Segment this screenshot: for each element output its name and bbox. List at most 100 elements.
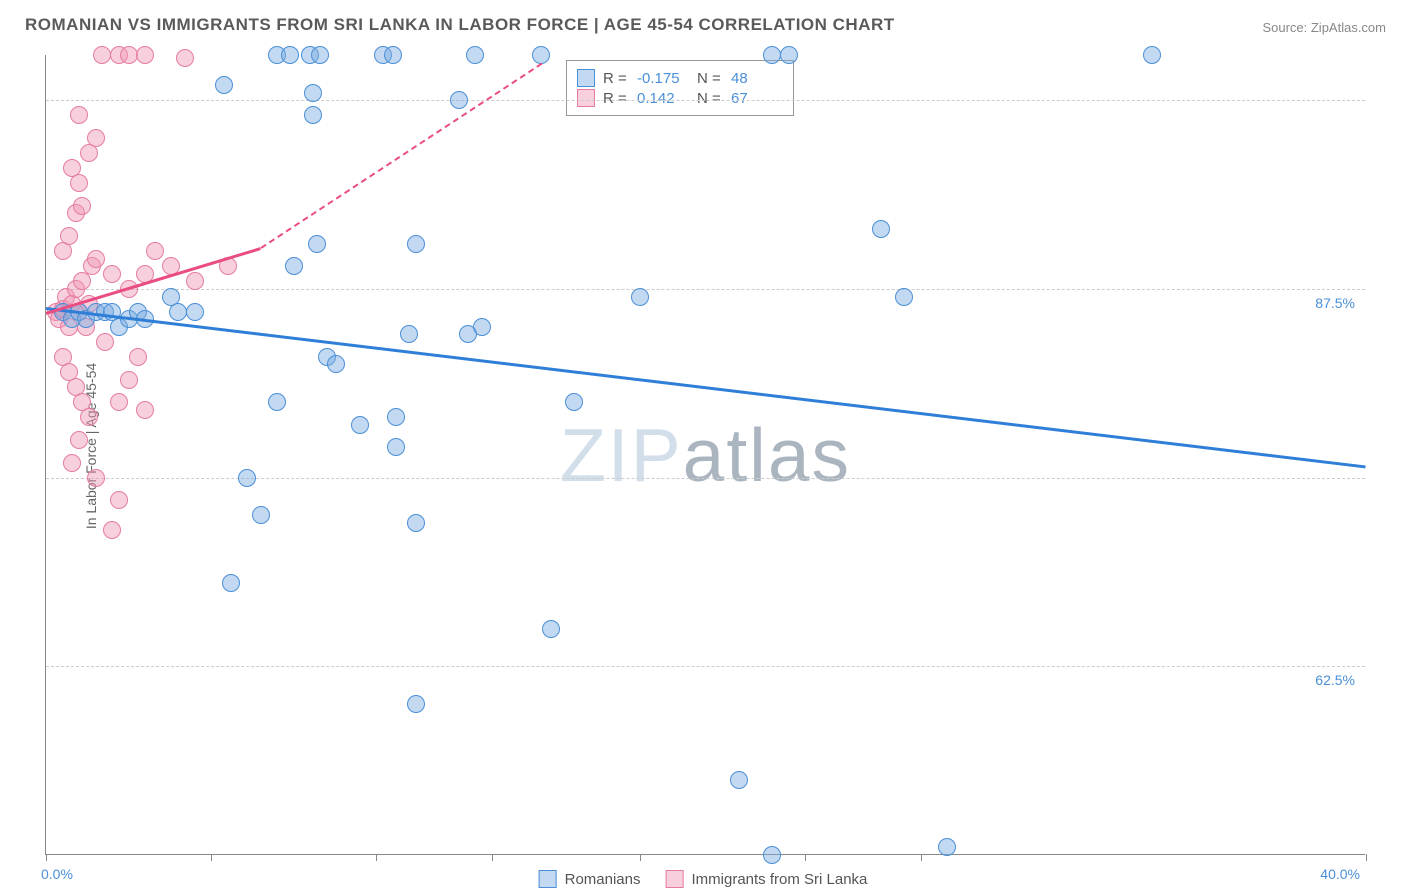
scatter-point-blue [938,838,956,856]
scatter-point-blue [407,235,425,253]
x-tick [1366,854,1367,861]
x-tick [46,854,47,861]
swatch-pink [577,89,595,107]
legend-label: Romanians [565,871,641,888]
scatter-point-blue [1143,46,1161,64]
x-tick [492,854,493,861]
scatter-point-blue [466,46,484,64]
scatter-point-blue [450,91,468,109]
x-tick [376,854,377,861]
scatter-point-blue [186,303,204,321]
legend-swatch-blue [539,870,557,888]
n-label: N = [697,70,723,87]
scatter-point-pink [176,49,194,67]
scatter-point-blue [763,846,781,864]
scatter-point-pink [120,371,138,389]
scatter-point-blue [763,46,781,64]
scatter-point-pink [60,227,78,245]
x-tick [921,854,922,861]
scatter-point-pink [87,250,105,268]
legend-label: Immigrants from Sri Lanka [691,871,867,888]
gridline-horizontal [46,289,1365,290]
scatter-point-blue [730,771,748,789]
scatter-point-pink [129,348,147,366]
scatter-point-pink [136,401,154,419]
scatter-point-blue [351,416,369,434]
stats-row-blue: R = -0.175 N = 48 [577,69,783,87]
scatter-point-blue [407,514,425,532]
scatter-point-blue [565,393,583,411]
scatter-point-pink [93,46,111,64]
scatter-point-blue [285,257,303,275]
scatter-point-pink [146,242,164,260]
swatch-blue [577,69,595,87]
scatter-point-blue [222,574,240,592]
watermark-dark: atlas [683,413,851,497]
r-value-blue: -0.175 [637,70,689,87]
r-label: R = [603,90,629,107]
scatter-point-pink [120,46,138,64]
scatter-point-blue [387,438,405,456]
scatter-point-blue [542,620,560,638]
scatter-point-pink [87,129,105,147]
x-tick [640,854,641,861]
legend-swatch-pink [665,870,683,888]
correlation-stats-box: R = -0.175 N = 48 R = 0.142 N = 67 [566,60,794,116]
source-attribution: Source: ZipAtlas.com [1262,20,1386,35]
scatter-point-pink [70,106,88,124]
trend-line [46,307,1366,468]
scatter-point-pink [80,408,98,426]
scatter-point-pink [103,521,121,539]
scatter-point-blue [304,106,322,124]
scatter-point-pink [73,272,91,290]
n-value-blue: 48 [731,70,783,87]
source-prefix: Source: [1262,20,1310,35]
gridline-horizontal [46,666,1365,667]
scatter-point-blue [238,469,256,487]
scatter-point-blue [780,46,798,64]
scatter-point-blue [308,235,326,253]
scatter-point-pink [136,46,154,64]
scatter-point-blue [169,303,187,321]
scatter-point-blue [631,288,649,306]
scatter-point-blue [384,46,402,64]
scatter-point-pink [87,469,105,487]
r-value-pink: 0.142 [637,90,689,107]
source-name: ZipAtlas.com [1311,20,1386,35]
watermark: ZIPatlas [560,412,851,498]
scatter-point-pink [186,272,204,290]
n-label: N = [697,90,723,107]
y-tick-label: 87.5% [1315,295,1355,311]
y-tick-label: 62.5% [1315,672,1355,688]
scatter-point-blue [311,46,329,64]
scatter-point-pink [63,159,81,177]
r-label: R = [603,70,629,87]
scatter-point-blue [268,393,286,411]
scatter-point-pink [110,393,128,411]
scatter-point-blue [281,46,299,64]
scatter-point-blue [473,318,491,336]
chart-title: ROMANIAN VS IMMIGRANTS FROM SRI LANKA IN… [25,15,895,35]
scatter-point-blue [872,220,890,238]
scatter-point-blue [895,288,913,306]
scatter-plot-area: ZIPatlas R = -0.175 N = 48 R = 0.142 N =… [45,55,1365,855]
gridline-horizontal [46,100,1365,101]
scatter-point-pink [96,333,114,351]
scatter-point-blue [252,506,270,524]
x-tick [211,854,212,861]
scatter-point-pink [103,265,121,283]
n-value-pink: 67 [731,90,783,107]
scatter-point-pink [73,197,91,215]
scatter-point-pink [110,491,128,509]
scatter-point-blue [407,695,425,713]
scatter-point-blue [400,325,418,343]
x-tick-label: 0.0% [41,866,73,882]
scatter-point-blue [387,408,405,426]
x-tick-label: 40.0% [1320,866,1360,882]
stats-row-pink: R = 0.142 N = 67 [577,89,783,107]
legend-item-pink: Immigrants from Sri Lanka [665,870,867,888]
scatter-point-blue [532,46,550,64]
legend-item-blue: Romanians [539,870,641,888]
scatter-point-pink [63,454,81,472]
scatter-point-blue [304,84,322,102]
